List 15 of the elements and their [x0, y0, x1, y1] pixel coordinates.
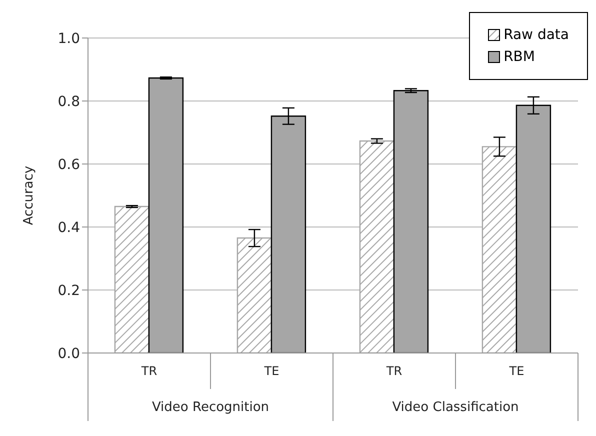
y-tick-label: 1.0 [58, 30, 80, 47]
legend-label: Raw data [504, 27, 569, 43]
x-tick-label: TR [385, 364, 402, 378]
y-tick-label: 0.0 [58, 346, 80, 362]
text: Video Recognition [152, 400, 270, 415]
legend-label: RBM [504, 49, 535, 65]
y-tick-label: 0.2 [58, 282, 80, 299]
x-tick-label: TE [263, 364, 280, 378]
y-tick-label: 0.4 [58, 220, 80, 236]
x-tick-label: TR [140, 364, 158, 378]
x-tick-label: TE [508, 364, 524, 378]
y-axis-title: Accuracy [22, 166, 37, 226]
text: Video Classification [392, 400, 519, 415]
y-tick-label: 0.6 [58, 156, 80, 173]
y-tick-label: 0.8 [58, 94, 80, 110]
